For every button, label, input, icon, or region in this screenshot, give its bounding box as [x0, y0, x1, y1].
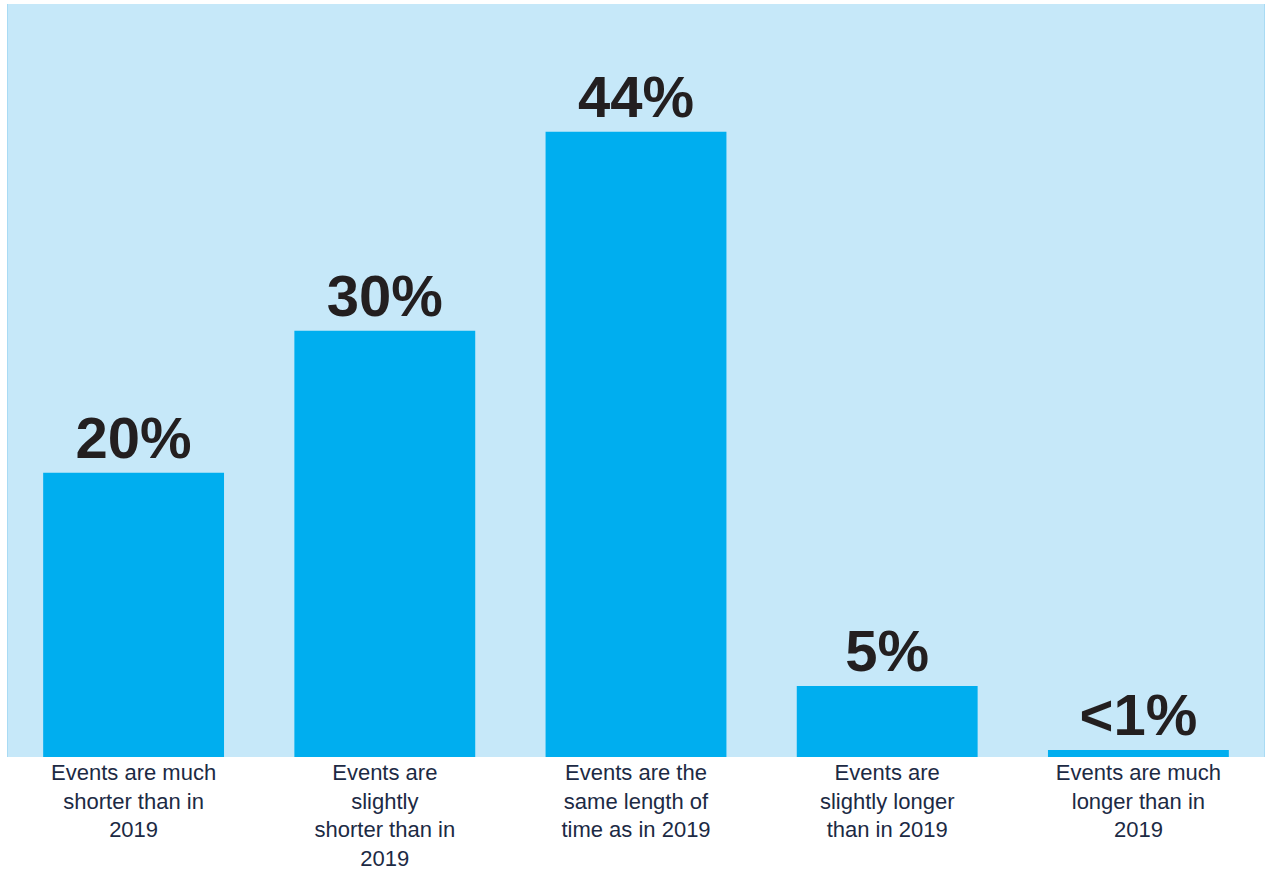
svg-text:Events are thesame length ofti: Events are thesame length oftime as in 2…: [561, 760, 710, 842]
svg-text:30%: 30%: [327, 263, 443, 328]
svg-text:Events are muchshorter than in: Events are muchshorter than in2019: [51, 760, 216, 842]
svg-text:<1%: <1%: [1080, 682, 1198, 747]
svg-text:20%: 20%: [76, 405, 192, 470]
svg-text:Events areslightly longerthan: Events areslightly longerthan in 2019: [820, 760, 955, 842]
svg-text:44%: 44%: [578, 64, 694, 129]
svg-text:5%: 5%: [845, 618, 929, 683]
svg-text:Events are muchlonger than in2: Events are muchlonger than in2019: [1056, 760, 1221, 842]
svg-text:Events areslightlyshorter than: Events areslightlyshorter than in2019: [314, 760, 455, 871]
